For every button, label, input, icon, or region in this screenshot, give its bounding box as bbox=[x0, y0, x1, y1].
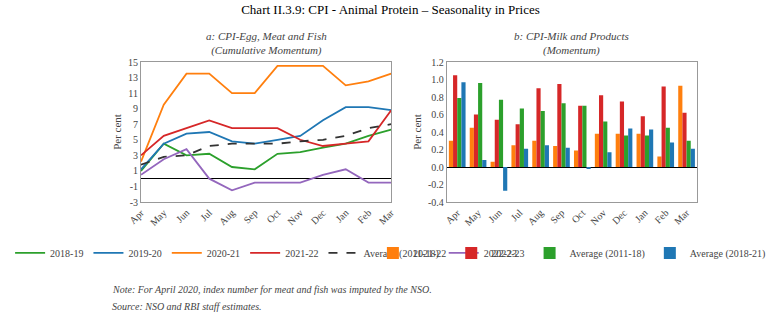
svg-text:Mar: Mar bbox=[672, 207, 692, 227]
svg-text:Feb: Feb bbox=[355, 207, 373, 225]
svg-text:Jan: Jan bbox=[333, 207, 350, 224]
svg-text:Jul: Jul bbox=[509, 207, 525, 223]
svg-text:-1: -1 bbox=[130, 181, 138, 192]
svg-text:Average (2018-21): Average (2018-21) bbox=[690, 248, 766, 260]
svg-text:2021-22: 2021-22 bbox=[285, 248, 318, 259]
svg-text:Jun: Jun bbox=[174, 207, 192, 225]
svg-text:Dec: Dec bbox=[309, 207, 329, 227]
svg-text:Apr: Apr bbox=[127, 207, 146, 226]
svg-text:b: CPI-Milk and Products(Momen: b: CPI-Milk and Products(Momentum) bbox=[514, 30, 629, 57]
svg-text:1: 1 bbox=[133, 165, 138, 176]
svg-text:0.8: 0.8 bbox=[431, 92, 444, 103]
svg-text:a: CPI-Egg, Meat and Fish(Cumu: a: CPI-Egg, Meat and Fish(Cumulative Mom… bbox=[206, 30, 327, 57]
svg-text:Jun: Jun bbox=[486, 207, 504, 225]
svg-text:15: 15 bbox=[128, 57, 138, 68]
svg-text:1.0: 1.0 bbox=[431, 74, 444, 85]
svg-text:May: May bbox=[462, 207, 483, 228]
svg-text:9: 9 bbox=[133, 103, 138, 114]
svg-text:Dec: Dec bbox=[610, 207, 630, 227]
svg-text:Sep: Sep bbox=[548, 207, 566, 225]
svg-text:0.6: 0.6 bbox=[431, 109, 444, 120]
svg-text:May: May bbox=[148, 207, 169, 228]
svg-text:Note: For April 2020, index nu: Note: For April 2020, index number for m… bbox=[112, 284, 432, 295]
svg-text:2021-22: 2021-22 bbox=[413, 248, 446, 259]
svg-text:Feb: Feb bbox=[652, 207, 670, 225]
svg-text:Apr: Apr bbox=[443, 207, 462, 226]
svg-text:1.2: 1.2 bbox=[431, 57, 444, 68]
svg-text:2018-19: 2018-19 bbox=[50, 248, 83, 259]
svg-text:2019-20: 2019-20 bbox=[128, 248, 161, 259]
svg-text:-3: -3 bbox=[130, 197, 138, 208]
svg-text:2022-23: 2022-23 bbox=[491, 248, 524, 259]
svg-text:0.4: 0.4 bbox=[431, 127, 444, 138]
svg-text:5: 5 bbox=[133, 134, 138, 145]
svg-text:Oct: Oct bbox=[264, 207, 282, 225]
svg-text:13: 13 bbox=[128, 72, 138, 83]
svg-text:Nov: Nov bbox=[285, 207, 305, 227]
svg-text:Jul: Jul bbox=[198, 207, 214, 223]
svg-text:0.0: 0.0 bbox=[431, 162, 444, 173]
svg-text:Nov: Nov bbox=[588, 207, 608, 227]
svg-text:0.2: 0.2 bbox=[431, 144, 444, 155]
svg-text:7: 7 bbox=[133, 119, 138, 130]
svg-text:11: 11 bbox=[128, 88, 138, 99]
svg-text:Per cent: Per cent bbox=[411, 114, 423, 150]
svg-text:Average (2011-18): Average (2011-18) bbox=[363, 247, 439, 259]
svg-text:Source: NSO and RBI staff esti: Source: NSO and RBI staff estimates. bbox=[112, 301, 262, 312]
svg-text:Per cent: Per cent bbox=[111, 114, 123, 150]
svg-text:-0.2: -0.2 bbox=[428, 179, 444, 190]
svg-text:Sep: Sep bbox=[241, 207, 259, 225]
svg-text:Aug: Aug bbox=[526, 207, 546, 227]
svg-text:Oct: Oct bbox=[569, 207, 587, 225]
svg-text:Average (2011-18): Average (2011-18) bbox=[570, 248, 645, 260]
svg-text:Aug: Aug bbox=[217, 207, 237, 227]
svg-text:2020-21: 2020-21 bbox=[207, 248, 240, 259]
svg-text:-0.4: -0.4 bbox=[428, 197, 444, 208]
svg-text:Jan: Jan bbox=[633, 207, 650, 224]
svg-text:Chart II.3.9: CPI - Animal Pro: Chart II.3.9: CPI - Animal Protein – Sea… bbox=[241, 2, 540, 17]
svg-text:3: 3 bbox=[133, 150, 138, 161]
svg-text:Mar: Mar bbox=[377, 207, 397, 227]
